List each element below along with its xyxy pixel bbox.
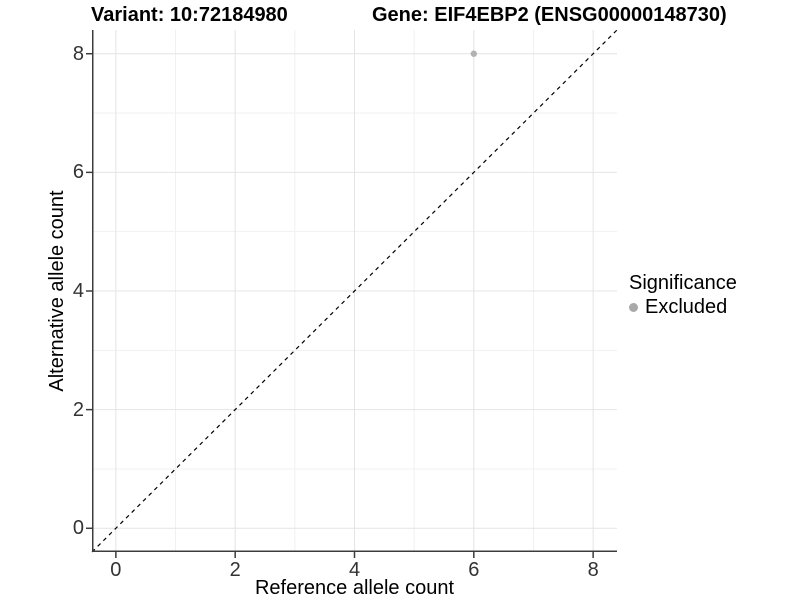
x-tick-label: 6 xyxy=(468,559,480,581)
x-tick-label: 8 xyxy=(587,559,599,581)
y-tick-label: 6 xyxy=(72,161,84,184)
x-tick-label: 2 xyxy=(229,559,241,581)
legend-entry-label: Excluded xyxy=(645,296,728,318)
plot-panel xyxy=(86,29,618,558)
legend-key-circle-icon xyxy=(629,303,638,312)
x-axis-title: Reference allele count xyxy=(254,577,454,599)
gene-title: Gene: EIF4EBP2 (ENSG00000148730) xyxy=(372,4,727,26)
legend: Significance Excluded xyxy=(629,272,737,319)
y-tick-label: 4 xyxy=(72,280,84,302)
data-point xyxy=(470,50,478,57)
x-tick-label: 4 xyxy=(348,559,361,581)
x-tick-label: 0 xyxy=(110,559,122,581)
variant-title: Variant: 10:72184980 xyxy=(91,4,288,26)
y-tick-label: 2 xyxy=(72,398,84,421)
y-tick-label: 8 xyxy=(72,42,84,65)
legend-entry-excluded: Excluded xyxy=(629,296,737,319)
identity-dashed-line xyxy=(91,29,618,553)
y-tick-label: 0 xyxy=(72,517,84,540)
legend-title: Significance xyxy=(629,272,737,294)
